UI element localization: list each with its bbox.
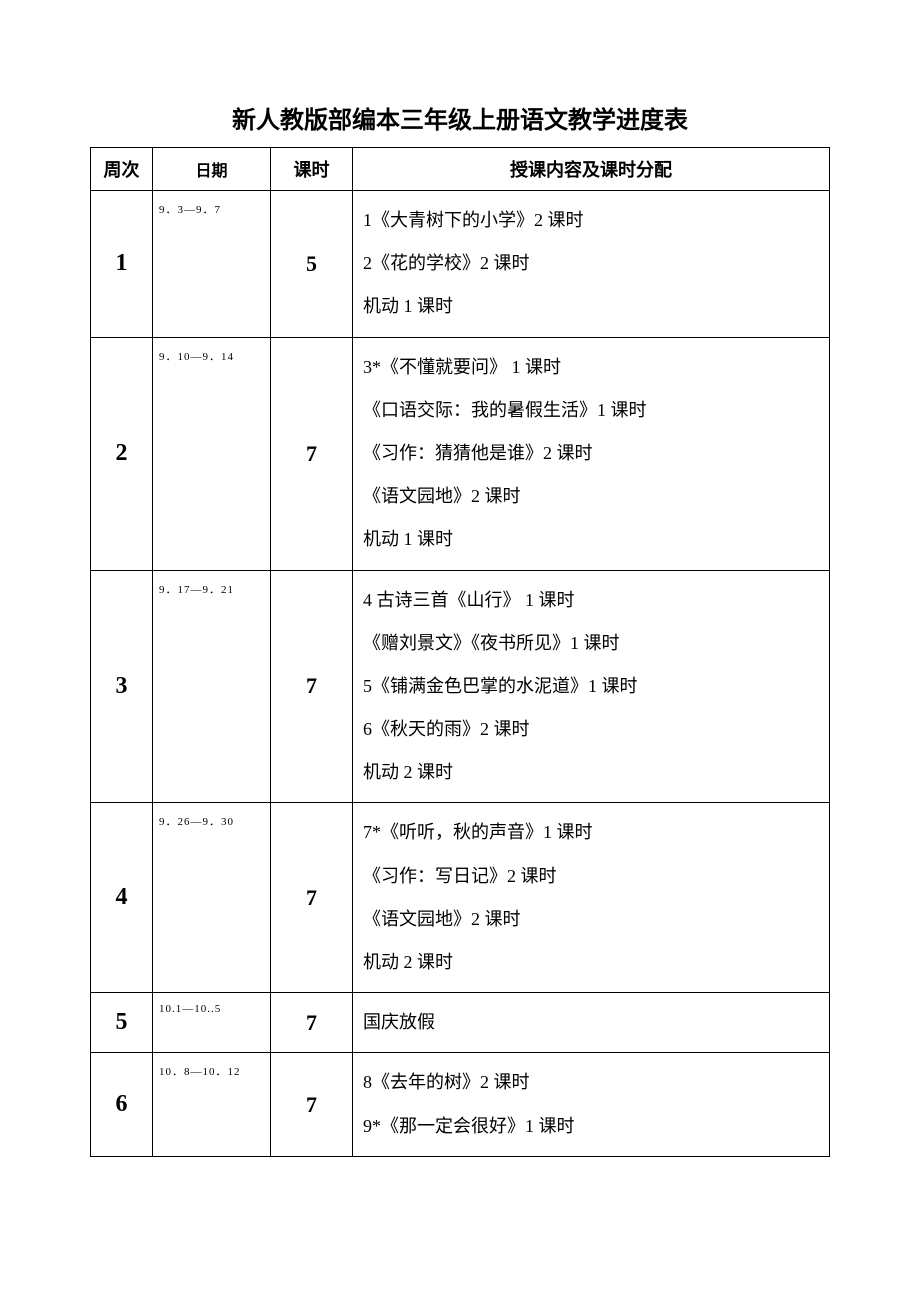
content-line: 《赠刘景文》《夜书所见》1 课时	[363, 622, 821, 665]
content-line: 《语文园地》2 课时	[363, 898, 821, 941]
content-line: 2《花的学校》2 课时	[363, 242, 821, 285]
week-cell: 6	[91, 1053, 153, 1156]
week-cell: 2	[91, 337, 153, 570]
header-week: 周次	[91, 148, 153, 191]
header-content: 授课内容及课时分配	[353, 148, 830, 191]
hours-cell: 7	[271, 803, 353, 993]
content-cell: 4 古诗三首《山行》 1 课时《赠刘景文》《夜书所见》1 课时5《铺满金色巴掌的…	[353, 570, 830, 803]
content-line: 机动 1 课时	[363, 518, 821, 561]
content-line: 5《铺满金色巴掌的水泥道》1 课时	[363, 665, 821, 708]
week-cell: 1	[91, 191, 153, 338]
content-line: 4 古诗三首《山行》 1 课时	[363, 579, 821, 622]
content-cell: 国庆放假	[353, 993, 830, 1053]
schedule-table: 周次 日期 课时 授课内容及课时分配 19．3—9．751《大青树下的小学》2 …	[90, 147, 830, 1157]
week-cell: 3	[91, 570, 153, 803]
content-line: 《口语交际：我的暑假生活》1 课时	[363, 389, 821, 432]
date-cell: 9．10—9．14	[153, 337, 271, 570]
table-row: 610．8—10．1278《去年的树》2 课时9*《那一定会很好》1 课时	[91, 1053, 830, 1156]
week-cell: 5	[91, 993, 153, 1053]
hours-cell: 7	[271, 337, 353, 570]
week-cell: 4	[91, 803, 153, 993]
content-line: 国庆放假	[363, 1001, 821, 1044]
date-cell: 10．8—10．12	[153, 1053, 271, 1156]
date-cell: 9．17—9．21	[153, 570, 271, 803]
table-row: 39．17—9．2174 古诗三首《山行》 1 课时《赠刘景文》《夜书所见》1 …	[91, 570, 830, 803]
content-line: 《习作：猜猜他是谁》2 课时	[363, 432, 821, 475]
content-cell: 7*《听听，秋的声音》1 课时《习作：写日记》2 课时《语文园地》2 课时机动 …	[353, 803, 830, 993]
content-line: 6《秋天的雨》2 课时	[363, 708, 821, 751]
date-cell: 10.1—10..5	[153, 993, 271, 1053]
hours-cell: 7	[271, 1053, 353, 1156]
content-cell: 3*《不懂就要问》 1 课时《口语交际：我的暑假生活》1 课时《习作：猜猜他是谁…	[353, 337, 830, 570]
content-line: 8《去年的树》2 课时	[363, 1061, 821, 1104]
content-line: 机动 2 课时	[363, 941, 821, 984]
page-title: 新人教版部编本三年级上册语文教学进度表	[90, 100, 830, 135]
header-date: 日期	[153, 148, 271, 191]
content-line: 3*《不懂就要问》 1 课时	[363, 346, 821, 389]
table-row: 510.1—10..57国庆放假	[91, 993, 830, 1053]
content-line: 1《大青树下的小学》2 课时	[363, 199, 821, 242]
table-header-row: 周次 日期 课时 授课内容及课时分配	[91, 148, 830, 191]
table-row: 19．3—9．751《大青树下的小学》2 课时2《花的学校》2 课时机动 1 课…	[91, 191, 830, 338]
header-hours: 课时	[271, 148, 353, 191]
date-cell: 9．26—9．30	[153, 803, 271, 993]
table-row: 29．10—9．1473*《不懂就要问》 1 课时《口语交际：我的暑假生活》1 …	[91, 337, 830, 570]
hours-cell: 7	[271, 570, 353, 803]
content-cell: 8《去年的树》2 课时9*《那一定会很好》1 课时	[353, 1053, 830, 1156]
content-line: 《语文园地》2 课时	[363, 475, 821, 518]
hours-cell: 7	[271, 993, 353, 1053]
content-line: 机动 1 课时	[363, 285, 821, 328]
table-row: 49．26—9．3077*《听听，秋的声音》1 课时《习作：写日记》2 课时《语…	[91, 803, 830, 993]
content-line: 《习作：写日记》2 课时	[363, 855, 821, 898]
date-cell: 9．3—9．7	[153, 191, 271, 338]
content-line: 9*《那一定会很好》1 课时	[363, 1105, 821, 1148]
content-line: 7*《听听，秋的声音》1 课时	[363, 811, 821, 854]
content-line: 机动 2 课时	[363, 751, 821, 794]
hours-cell: 5	[271, 191, 353, 338]
content-cell: 1《大青树下的小学》2 课时2《花的学校》2 课时机动 1 课时	[353, 191, 830, 338]
